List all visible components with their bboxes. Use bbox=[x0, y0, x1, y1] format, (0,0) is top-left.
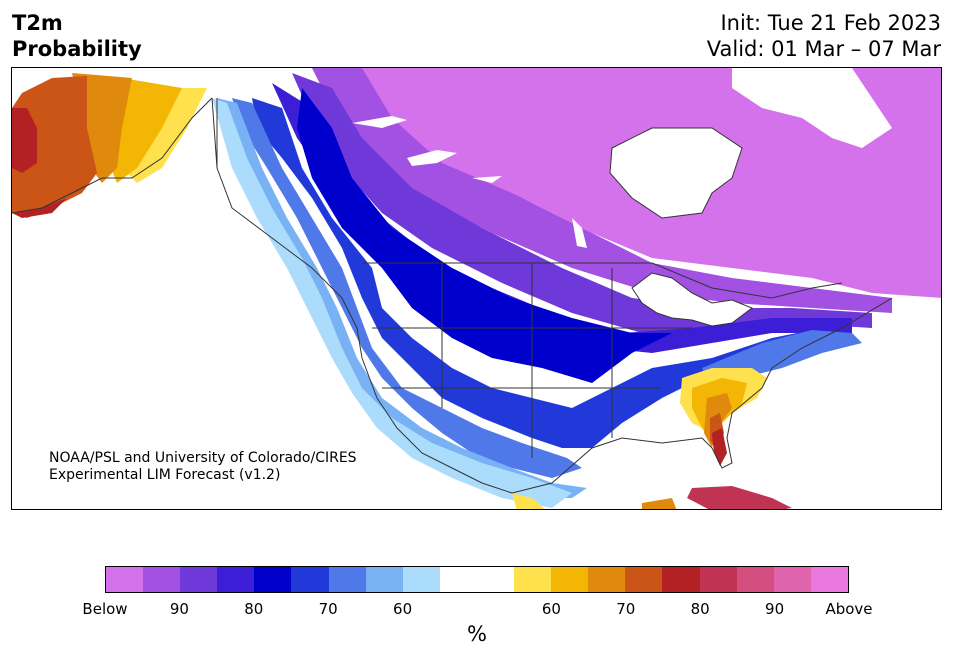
colorbar-tick-label: 60 bbox=[541, 600, 561, 618]
region-below-85 bbox=[312, 68, 892, 313]
date-info: Init: Tue 21 Feb 2023 Valid: 01 Mar – 07… bbox=[707, 10, 941, 62]
colorbar-cell bbox=[254, 567, 292, 592]
colorbar-tick-label: 60 bbox=[393, 600, 413, 618]
region-below-70 bbox=[297, 88, 672, 383]
hudson-bay bbox=[610, 128, 742, 218]
probability-shading bbox=[12, 68, 941, 509]
arctic-islands bbox=[732, 68, 892, 148]
great-lakes bbox=[632, 273, 752, 326]
colorbar bbox=[105, 566, 849, 593]
lake-north-2 bbox=[407, 150, 457, 166]
init-date: Init: Tue 21 Feb 2023 bbox=[720, 11, 941, 35]
lake-north-3 bbox=[472, 176, 502, 183]
region-below-50 bbox=[212, 98, 572, 508]
colorbar-cell bbox=[365, 567, 403, 592]
colorbar-tick-label: 90 bbox=[765, 600, 785, 618]
lake-winnipeg bbox=[572, 218, 587, 248]
product-label: Probability bbox=[12, 37, 142, 61]
region-above-70-ak bbox=[12, 108, 37, 173]
alaska-coast bbox=[12, 97, 213, 214]
colorbar-cell bbox=[699, 567, 737, 592]
colorbar-cell bbox=[291, 567, 329, 592]
lakes-outline bbox=[631, 272, 754, 327]
region-above-70-ak2 bbox=[12, 198, 67, 218]
colorbar-cell bbox=[180, 567, 218, 592]
colorbar-cell bbox=[625, 567, 663, 592]
colorbar-cell bbox=[810, 567, 848, 592]
colorbar-cell bbox=[551, 567, 589, 592]
colorbar-cell bbox=[106, 567, 144, 592]
colorbar-cell bbox=[476, 567, 515, 592]
colorbar-cell bbox=[328, 567, 366, 592]
region-below-75 bbox=[272, 83, 852, 353]
colorbar-tick-label: Below bbox=[82, 600, 128, 618]
variable-label: T2m bbox=[12, 11, 63, 35]
colorbar-cell bbox=[514, 567, 552, 592]
colorbar-tick-label: 80 bbox=[690, 600, 710, 618]
water-bodies bbox=[352, 68, 892, 326]
region-below-55 bbox=[217, 98, 587, 498]
colorbar-cell bbox=[773, 567, 811, 592]
region-bahamas bbox=[642, 498, 677, 509]
region-below-60 bbox=[232, 98, 582, 478]
region-cuba bbox=[687, 486, 792, 509]
coastline-gulf bbox=[511, 297, 893, 494]
colorbar-tick-label: 70 bbox=[616, 600, 636, 618]
colorbar-cell bbox=[217, 567, 255, 592]
map-canvas bbox=[12, 68, 941, 509]
colorbar-cell bbox=[402, 567, 440, 592]
colorbar-tick-label: 70 bbox=[318, 600, 338, 618]
valid-range: Valid: 01 Mar – 07 Mar bbox=[706, 37, 941, 61]
borders bbox=[12, 97, 893, 494]
colorbar-cell bbox=[439, 567, 477, 592]
map-title: T2m Probability bbox=[12, 10, 142, 62]
colorbar-cell bbox=[143, 567, 181, 592]
coastline-west bbox=[211, 97, 513, 494]
region-below-65 bbox=[252, 98, 812, 448]
colorbar-tick-label: Above bbox=[825, 600, 873, 618]
hudson-outline bbox=[609, 127, 743, 219]
credit-line-2: Experimental LIM Forecast (v1.2) bbox=[49, 467, 281, 483]
us-canada-border bbox=[362, 262, 843, 299]
lake-north-1 bbox=[352, 116, 407, 128]
region-above-50-ak bbox=[122, 88, 207, 183]
region-above-70-se bbox=[712, 428, 727, 466]
forecast-map bbox=[11, 67, 942, 510]
region-below-80 bbox=[292, 73, 872, 333]
colorbar-cell bbox=[588, 567, 626, 592]
colorbar-cell bbox=[736, 567, 774, 592]
state-lines bbox=[372, 263, 692, 458]
colorbar-tick-label: 80 bbox=[244, 600, 264, 618]
region-above-65-ak bbox=[12, 76, 97, 218]
credit-text: NOAA/PSL and University of Colorado/CIRE… bbox=[49, 450, 357, 484]
colorbar-unit: % bbox=[467, 622, 487, 646]
colorbar-cell bbox=[662, 567, 700, 592]
region-baja-yellow bbox=[512, 493, 545, 509]
colorbar-tick-label: 90 bbox=[169, 600, 189, 618]
credit-line-1: NOAA/PSL and University of Colorado/CIRE… bbox=[49, 450, 357, 466]
